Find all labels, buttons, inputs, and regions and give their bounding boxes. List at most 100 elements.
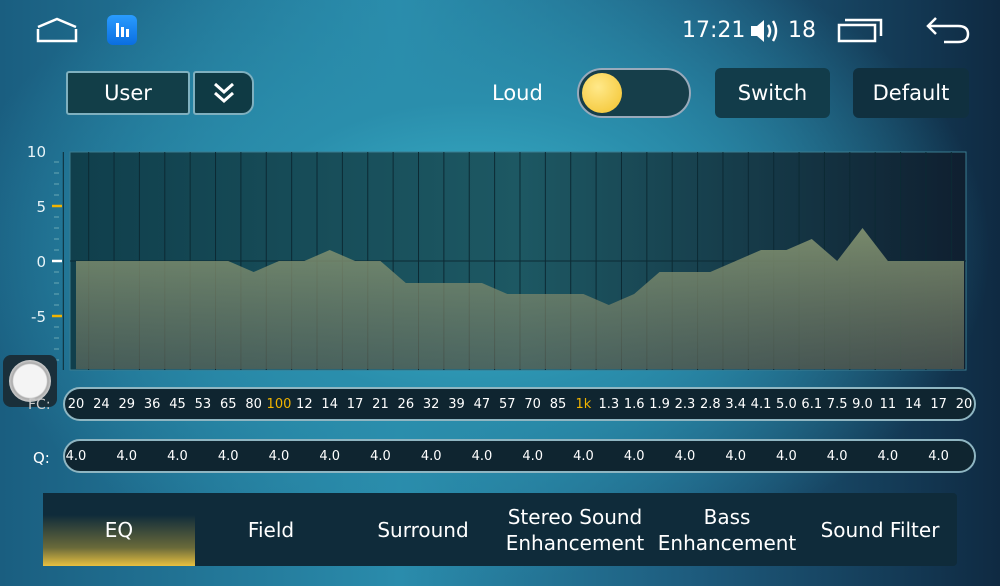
frequency-label[interactable]: 65 [219, 397, 237, 412]
eq-band-point[interactable] [885, 258, 891, 264]
frequency-label[interactable]: 20 [67, 397, 85, 412]
frequency-label[interactable]: 7.5 [826, 397, 848, 412]
q-value[interactable]: 4.0 [674, 449, 696, 464]
eq-band-point[interactable] [301, 258, 307, 264]
q-value[interactable]: 4.0 [826, 449, 848, 464]
eq-band-point[interactable] [174, 258, 180, 264]
eq-band-point[interactable] [936, 258, 942, 264]
frequency-label[interactable]: 1k [575, 397, 592, 412]
eq-band-point[interactable] [580, 291, 586, 297]
q-value[interactable]: 4.0 [928, 449, 949, 464]
q-value[interactable]: 4.0 [268, 449, 290, 464]
frequency-label[interactable]: 45 [169, 397, 186, 412]
frequency-label[interactable]: 1.3 [598, 397, 620, 412]
frequency-label[interactable]: 36 [143, 397, 161, 412]
q-value[interactable]: 4.0 [725, 449, 746, 464]
eq-band-point[interactable] [860, 225, 866, 231]
frequency-label[interactable]: 4.1 [750, 397, 772, 412]
default-button[interactable]: Default [853, 68, 969, 118]
tab-eq[interactable]: EQ [43, 493, 195, 566]
preset-select[interactable]: User [66, 71, 190, 115]
q-value[interactable]: 4.0 [573, 449, 594, 464]
eq-band-point[interactable] [200, 258, 206, 264]
q-value[interactable]: 4.0 [522, 449, 544, 464]
eq-band-point[interactable] [352, 258, 358, 264]
tab-stereo-sound-enhancement[interactable]: Stereo Sound Enhancement [505, 504, 645, 555]
eq-band-point[interactable] [606, 302, 612, 308]
frequency-label[interactable]: 2.8 [699, 397, 721, 412]
q-value[interactable]: 4.0 [877, 449, 899, 464]
frequency-label[interactable]: 53 [194, 397, 212, 412]
q-value[interactable]: 4.0 [623, 449, 645, 464]
tab-surround[interactable]: Surround [377, 517, 469, 542]
frequency-label[interactable]: 14 [904, 397, 922, 412]
eq-band-point[interactable] [758, 247, 764, 253]
frequency-label[interactable]: 1.6 [623, 397, 645, 412]
tab-sound-filter[interactable]: Sound Filter [820, 517, 940, 542]
eq-band-point[interactable] [454, 280, 460, 286]
frequency-label[interactable]: 29 [118, 397, 135, 412]
frequency-label[interactable]: 17 [930, 397, 947, 412]
recent-apps-icon[interactable] [836, 16, 886, 44]
eq-band-point[interactable] [479, 280, 485, 286]
eq-band-point[interactable] [783, 247, 789, 253]
tab-bass-enhancement[interactable]: Bass Enhancement [657, 504, 797, 555]
scroll-handle[interactable] [3, 355, 57, 407]
frequency-label[interactable]: 11 [879, 397, 897, 412]
q-value[interactable]: 4.0 [420, 449, 442, 464]
eq-curve-chart[interactable]: 10 5 0 -5 [0, 140, 1000, 380]
frequency-label[interactable]: 24 [93, 397, 110, 412]
loud-toggle[interactable] [577, 68, 691, 118]
eq-band-point[interactable] [251, 269, 257, 275]
tab-field[interactable]: Field [247, 517, 295, 542]
frequency-label[interactable]: 14 [321, 397, 338, 412]
frequency-label[interactable]: 1.9 [649, 397, 670, 412]
frequency-label[interactable]: 39 [448, 397, 465, 412]
eq-band-point[interactable] [327, 247, 333, 253]
frequency-label[interactable]: 9.0 [852, 397, 873, 412]
eq-band-point[interactable] [403, 280, 409, 286]
eq-band-point[interactable] [377, 258, 383, 264]
frequency-label[interactable]: 85 [549, 397, 567, 412]
q-value[interactable]: 4.0 [116, 449, 138, 464]
frequency-label[interactable]: 57 [499, 397, 516, 412]
frequency-label[interactable]: 21 [372, 397, 389, 412]
q-value[interactable]: 4.0 [370, 449, 391, 464]
eq-band-point[interactable] [682, 269, 688, 275]
frequency-label[interactable]: 17 [346, 397, 364, 412]
eq-band-point[interactable] [530, 291, 536, 297]
frequency-label[interactable]: 26 [397, 397, 415, 412]
eq-band-point[interactable] [428, 280, 434, 286]
q-value[interactable]: 4.0 [167, 449, 188, 464]
eq-band-point[interactable] [707, 269, 713, 275]
eq-band-point[interactable] [225, 258, 231, 264]
home-icon[interactable] [36, 17, 78, 43]
q-value[interactable]: 4.0 [65, 449, 87, 464]
eq-band-point[interactable] [733, 258, 739, 264]
q-value[interactable]: 4.0 [217, 449, 239, 464]
frequency-label[interactable]: 47 [473, 397, 491, 412]
volume-icon[interactable] [748, 16, 782, 46]
back-icon[interactable] [924, 14, 972, 44]
frequency-label[interactable]: 80 [245, 397, 262, 412]
eq-band-point[interactable] [809, 236, 815, 242]
eq-band-point[interactable] [910, 258, 916, 264]
eq-band-point[interactable] [834, 258, 840, 264]
frequency-label[interactable]: 6.1 [801, 397, 823, 412]
eq-band-point[interactable] [124, 258, 130, 264]
eq-band-point[interactable] [149, 258, 155, 264]
eq-band-point[interactable] [961, 258, 967, 264]
eq-band-point[interactable] [276, 258, 282, 264]
eq-band-point[interactable] [631, 291, 637, 297]
eq-band-point[interactable] [73, 258, 79, 264]
frequency-label[interactable]: 100 [266, 397, 292, 412]
switch-button[interactable]: Switch [715, 68, 830, 118]
frequency-label[interactable]: 32 [422, 397, 440, 412]
frequency-label[interactable]: 3.4 [725, 397, 746, 412]
q-value[interactable]: 4.0 [319, 449, 341, 464]
frequency-label[interactable]: 2.3 [674, 397, 696, 412]
q-value[interactable]: 4.0 [471, 449, 493, 464]
eq-band-point[interactable] [555, 291, 561, 297]
frequency-label[interactable]: 20 [955, 397, 973, 412]
frequency-label[interactable]: 5.0 [776, 397, 797, 412]
